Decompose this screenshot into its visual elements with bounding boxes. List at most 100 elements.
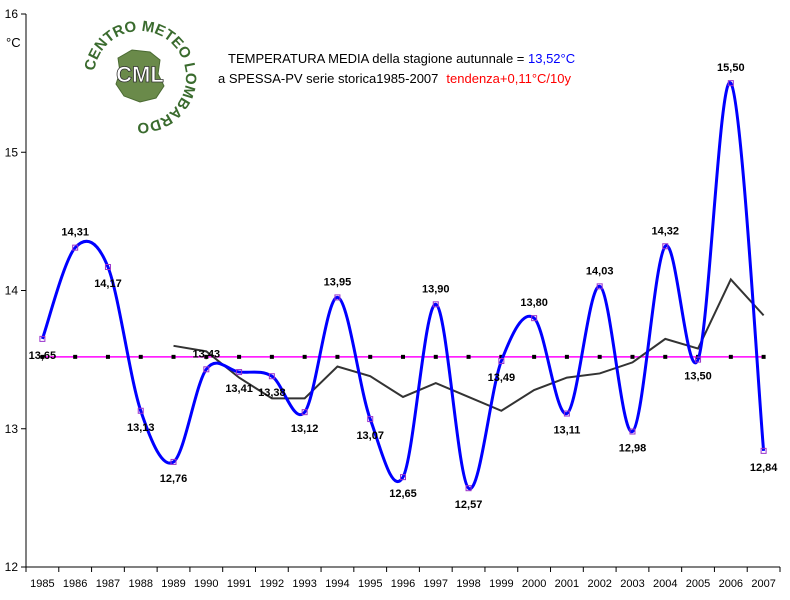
- temperature-point: [137, 407, 144, 414]
- mean-point: [630, 354, 635, 359]
- mean-point: [499, 354, 504, 359]
- lombardy-map-icon: [115, 49, 165, 103]
- mean-point: [401, 354, 405, 359]
- x-tick-label: 1987: [96, 578, 120, 590]
- data-label: 14,31: [61, 227, 89, 239]
- data-label: 13,13: [127, 422, 155, 434]
- mean-point: [73, 354, 78, 359]
- data-label: 13,49: [488, 372, 516, 384]
- series-layer: [39, 80, 767, 492]
- x-tick-label: 1988: [128, 578, 152, 590]
- y-tick-label: 15: [5, 145, 19, 159]
- mean-point: [269, 354, 274, 359]
- temperature-point: [465, 485, 472, 492]
- temperature-point: [268, 373, 275, 380]
- mean-point: [564, 354, 569, 359]
- x-tick-label: 1985: [30, 578, 54, 590]
- temperature-point: [367, 416, 374, 423]
- temperature-point: [760, 447, 767, 454]
- x-tick-label: 2004: [653, 578, 677, 590]
- mean-point: [761, 354, 766, 359]
- y-tick-label: 16: [5, 7, 19, 21]
- temperature-point: [531, 315, 538, 322]
- data-label: 14,32: [651, 225, 679, 237]
- x-tick-label: 2001: [555, 578, 579, 590]
- moving-average-line: [173, 277, 765, 412]
- data-labels: 13,65 14,31 14,17 13,13 12,76 13,43 13,41 13,38…: [29, 62, 779, 511]
- mean-point: [105, 354, 110, 359]
- data-label: 12,76: [160, 473, 188, 485]
- data-label: 12,65: [389, 488, 417, 500]
- temperature-point: [695, 356, 702, 363]
- mean-point: [138, 354, 143, 359]
- x-tick-label: 1999: [489, 578, 513, 590]
- temperature-point: [236, 369, 243, 376]
- x-tick-label: 1989: [161, 578, 185, 590]
- data-label: 13,11: [553, 425, 580, 437]
- temperature-point: [301, 409, 308, 416]
- data-label: 12,98: [619, 443, 647, 455]
- temperature-point: [39, 335, 46, 342]
- x-tick-label: 2007: [751, 578, 775, 590]
- y-axis-unit: °C: [6, 35, 21, 50]
- x-tick-label: 1990: [194, 578, 218, 590]
- mean-point: [204, 354, 209, 359]
- temperature-point: [104, 263, 111, 270]
- data-label: 13,41: [225, 383, 253, 395]
- x-tick-label: 2003: [620, 578, 644, 590]
- x-tick-label: 2000: [522, 578, 546, 590]
- mean-point: [433, 354, 438, 359]
- y-tick-label: 14: [5, 284, 19, 298]
- chart-title-line1: TEMPERATURA MEDIA della stagione autunna…: [228, 51, 575, 66]
- mean-point: [532, 354, 537, 359]
- data-label: 13,50: [684, 371, 712, 383]
- chart-title-line2: a SPESSA-PV serie storica1985-2007 tenden…: [218, 71, 571, 86]
- mean-point: [302, 354, 307, 359]
- x-tick-label: 1995: [358, 578, 382, 590]
- temperature-line: [40, 81, 766, 490]
- data-label: 13,95: [324, 276, 352, 288]
- temperature-point: [400, 474, 406, 481]
- data-label: 13,38: [258, 387, 286, 399]
- mean-point: [597, 354, 602, 359]
- cml-logo: CENTRO METEO LOMBARDO CML: [81, 18, 199, 137]
- y-tick-label: 13: [5, 422, 19, 436]
- temperature-point: [203, 366, 210, 373]
- logo-center-text: CML: [116, 62, 164, 87]
- data-label: 13,12: [291, 423, 319, 435]
- x-tick-label: 1993: [292, 578, 316, 590]
- mean-point: [466, 354, 471, 359]
- data-label: 15,50: [717, 62, 745, 74]
- x-tick-label: 2002: [587, 578, 611, 590]
- x-tick-label: 1998: [456, 578, 480, 590]
- data-label: 13,90: [422, 283, 450, 295]
- data-label: 13,07: [356, 430, 384, 442]
- temperature-point: [563, 410, 570, 417]
- x-tick-label: 2006: [719, 578, 743, 590]
- x-tick-label: 1997: [424, 578, 448, 590]
- temperature-point: [432, 301, 439, 308]
- data-label: 13,65: [29, 350, 57, 362]
- mean-point: [171, 354, 176, 359]
- x-tick-label: 1994: [325, 578, 349, 590]
- temperature-point: [662, 243, 669, 250]
- mean-point: [663, 354, 668, 359]
- mean-point: [728, 354, 733, 359]
- temperature-point: [596, 283, 603, 290]
- mean-point: [368, 354, 373, 359]
- x-ticks: 1985 1986 1987 1988 1989 1990 1991 1992 1993 1994…: [25, 567, 781, 590]
- data-label: 13,43: [193, 348, 221, 360]
- y-tick-label: 12: [5, 560, 19, 574]
- x-tick-label: 1992: [260, 578, 284, 590]
- temperature-point: [498, 358, 505, 365]
- mean-point: [237, 354, 242, 359]
- temperature-point: [629, 428, 636, 435]
- data-label: 13,80: [520, 297, 548, 309]
- data-label: 14,03: [586, 265, 614, 277]
- mean-point: [335, 354, 340, 359]
- temperature-point: [170, 458, 177, 465]
- temperature-point: [334, 294, 341, 301]
- data-label: 12,57: [455, 499, 483, 511]
- x-tick-label: 1996: [391, 578, 415, 590]
